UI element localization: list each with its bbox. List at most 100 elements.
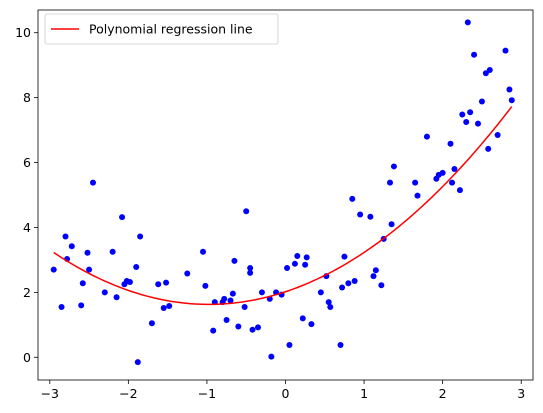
data-point	[202, 282, 209, 289]
data-point	[294, 253, 301, 260]
data-point	[464, 19, 471, 26]
data-point	[249, 326, 256, 333]
data-point	[387, 179, 393, 186]
data-point	[247, 269, 254, 276]
data-point	[62, 233, 69, 240]
y-tick-label: 10	[15, 25, 31, 40]
data-point	[229, 290, 236, 297]
data-point	[502, 47, 509, 54]
data-point	[68, 243, 75, 250]
data-point	[308, 321, 315, 328]
data-point	[163, 279, 170, 286]
data-point	[58, 303, 65, 310]
data-point	[258, 289, 265, 296]
data-point	[243, 208, 250, 215]
data-point	[486, 67, 493, 74]
data-point	[412, 179, 419, 186]
data-point	[166, 303, 173, 309]
data-point	[339, 284, 346, 291]
data-point	[231, 257, 238, 264]
data-point	[137, 233, 144, 240]
plot-background	[38, 10, 533, 380]
data-point	[451, 166, 458, 173]
data-point	[90, 179, 96, 186]
data-point	[78, 302, 85, 309]
data-point	[126, 278, 133, 285]
data-point	[160, 304, 167, 311]
data-point	[367, 213, 374, 220]
x-tick-label: −3	[41, 386, 59, 401]
data-point	[133, 264, 140, 271]
data-point	[388, 221, 395, 228]
data-point	[459, 111, 466, 118]
data-point	[291, 260, 298, 267]
x-tick-label: 2	[439, 386, 447, 401]
data-point	[325, 299, 332, 306]
x-tick-label: 1	[360, 386, 368, 401]
y-tick-label: 2	[23, 285, 31, 300]
y-tick-label: 8	[23, 90, 31, 105]
x-tick-label: 3	[517, 386, 525, 401]
data-point	[449, 179, 456, 186]
data-point	[302, 261, 309, 268]
legend-label: Polynomial regression line	[89, 22, 253, 37]
data-point	[84, 249, 91, 256]
data-point	[423, 133, 430, 140]
data-point	[372, 267, 379, 274]
data-point	[155, 281, 162, 288]
data-point	[299, 315, 306, 322]
data-point	[341, 253, 348, 260]
data-point	[50, 266, 57, 273]
data-point	[286, 341, 293, 348]
data-point	[235, 323, 242, 330]
data-point	[349, 195, 356, 202]
data-point	[508, 97, 515, 104]
data-point	[109, 248, 116, 255]
data-point	[227, 297, 234, 304]
data-point	[223, 316, 230, 323]
x-axis: −3 −2 −1 0 1 2 3	[41, 380, 525, 401]
data-point	[184, 270, 191, 277]
y-axis: 0 2 4 6 8 10	[15, 25, 38, 365]
y-tick-label: 4	[23, 220, 31, 235]
data-point	[113, 294, 120, 301]
data-point	[456, 187, 463, 194]
data-point	[463, 118, 470, 125]
data-point	[337, 341, 344, 348]
data-point	[447, 140, 454, 147]
data-point	[471, 51, 478, 58]
data-point	[101, 289, 108, 296]
y-tick-label: 0	[23, 350, 31, 365]
data-point	[86, 266, 93, 273]
data-point	[485, 145, 492, 152]
data-point	[475, 120, 481, 127]
data-point	[390, 163, 397, 170]
data-point	[134, 359, 141, 366]
y-tick-label: 6	[23, 155, 31, 170]
data-point	[351, 278, 358, 285]
data-point	[200, 248, 206, 255]
legend: Polynomial regression line	[44, 13, 279, 45]
data-point	[439, 169, 446, 176]
legend-box	[44, 13, 279, 45]
x-tick-label: 0	[282, 386, 290, 401]
data-point	[119, 214, 126, 221]
data-point	[317, 289, 324, 296]
data-point	[79, 280, 86, 287]
data-point	[148, 320, 155, 327]
data-point	[370, 273, 377, 280]
data-point	[345, 280, 352, 287]
data-point	[210, 327, 217, 334]
data-point	[506, 86, 513, 93]
data-point	[414, 192, 421, 199]
data-point	[255, 324, 261, 331]
data-point	[268, 353, 275, 360]
data-point	[478, 98, 485, 105]
data-point	[494, 131, 501, 138]
data-point	[357, 211, 364, 218]
x-tick-label: −2	[119, 386, 137, 401]
x-tick-label: −1	[198, 386, 216, 401]
data-point	[303, 254, 310, 261]
data-point	[247, 265, 254, 272]
